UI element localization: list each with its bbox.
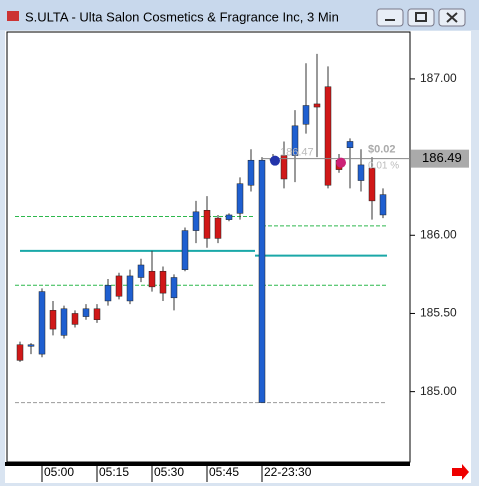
candle-body — [280, 155, 288, 180]
y-tick-label: 185.50 — [420, 306, 457, 320]
candle-body — [93, 308, 101, 320]
app-icon — [7, 11, 19, 21]
candle-body — [60, 308, 68, 336]
candle-body — [27, 344, 35, 347]
candle-body — [192, 211, 200, 231]
maximize-button[interactable] — [407, 8, 435, 27]
candle-body — [247, 159, 255, 186]
window-title: S.ULTA - Ulta Salon Cosmetics & Fragranc… — [25, 9, 339, 24]
candle-body — [291, 125, 299, 156]
candle-body — [357, 164, 365, 181]
candle-body — [368, 167, 376, 202]
plot-area — [6, 31, 411, 463]
trade-marker — [336, 157, 346, 168]
minimize-button[interactable] — [376, 8, 404, 27]
candle-body — [38, 291, 46, 355]
x-tick-label: 05:30 — [154, 465, 184, 479]
candle-body — [214, 217, 222, 239]
candle-body — [181, 230, 189, 270]
candle-body — [115, 275, 123, 297]
scroll-arrow[interactable] — [452, 464, 469, 480]
candle-body — [203, 210, 211, 239]
candle-body — [148, 270, 156, 288]
x-tick-label: 05:45 — [209, 465, 239, 479]
candle-body — [16, 344, 24, 361]
candle-body — [71, 313, 79, 325]
candle-body — [104, 285, 112, 302]
maximize-icon — [415, 12, 427, 22]
y-tick-label: 185.00 — [420, 384, 457, 398]
last-price-box — [411, 149, 469, 168]
candle-body — [82, 308, 90, 317]
y-tick-label: 187.00 — [420, 71, 457, 85]
annotation: $0.02 — [368, 144, 396, 156]
candle-body — [236, 183, 244, 214]
y-tick-label: 186.00 — [420, 227, 457, 241]
candle-body — [137, 264, 145, 278]
trade-marker — [270, 155, 280, 166]
x-tick-label: 05:00 — [44, 465, 74, 479]
x-tick-label: 22-23:30 — [264, 465, 312, 479]
candle-body — [324, 86, 332, 186]
chart-content: 185.00 185.50 186.00 187.00 05:00 05:15 05:30 0… — [15, 53, 469, 482]
annotation: 0.01 % — [368, 160, 399, 171]
annotation: 186.47 — [280, 147, 314, 159]
candle-body — [49, 310, 57, 330]
close-icon — [446, 12, 458, 23]
candle-body — [170, 277, 178, 299]
candle-body — [346, 141, 354, 148]
candle-body — [126, 275, 134, 302]
candle-body — [225, 214, 233, 220]
candle-body — [302, 105, 310, 125]
last-price-label: 186.49 — [422, 150, 462, 165]
x-tick-label: 05:15 — [99, 465, 129, 479]
candle-body — [159, 270, 167, 294]
candle-body — [313, 103, 321, 108]
candle-body — [379, 194, 387, 216]
candle-body — [258, 159, 266, 403]
